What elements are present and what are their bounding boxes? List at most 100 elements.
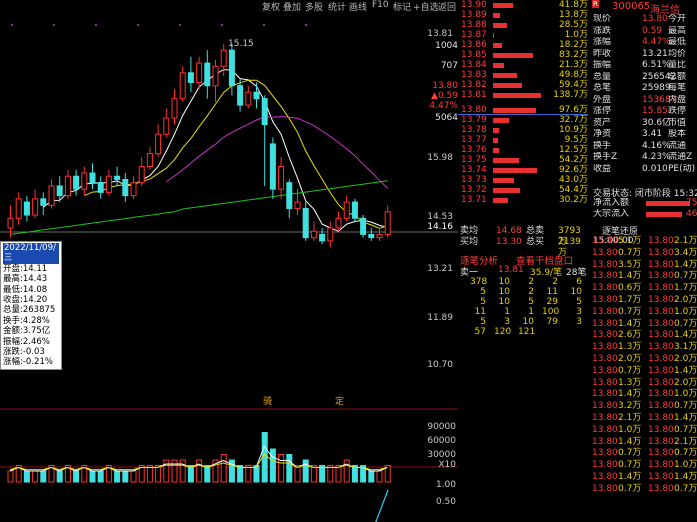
tape-price: 13.80 [648,483,674,494]
tape-volume: 0.6万 [618,283,642,294]
quote-label: 昨收 [593,48,612,59]
tape-price: 13.80 [648,306,674,317]
volume-bar [228,459,235,483]
tape-volume: 0.7万 [674,401,697,412]
zhubi-cell: 5 [576,297,582,307]
order-summary-row: 卖均 14.68 总卖 3793万 [458,226,588,247]
tooltip-line: 金额:3.75亿 [3,326,51,337]
quote-value: 13.80 [642,14,668,24]
quote-label: 涨跌 [593,25,612,36]
toolbar-button-5[interactable]: F10 [372,0,389,10]
quote-label: 涨停 [593,106,612,116]
candle [245,91,252,106]
tape-volume: 0.7万 [618,247,642,258]
quote-value: 0.010 [642,163,668,174]
volume-bar [130,470,137,483]
netflow-bar [646,212,682,217]
summary-value: 3793万 [558,226,581,247]
volume-bar [179,459,186,483]
toolbar-button-4[interactable]: 画线 [349,3,368,13]
candle [40,198,47,206]
quote-row: 收益 0.010 PE(动) [590,164,697,175]
order-price: 13.90 [461,0,487,10]
order-volume-bar [493,13,500,18]
kline-chart[interactable]: 15.15 骑 定 [0,12,458,522]
quote-label: 现价 [593,14,612,24]
toolbar-button-3[interactable]: 统计 [328,3,347,13]
tape-volume: 0.7万 [618,365,642,376]
zhubi-title: 逐笔分析 [460,256,499,267]
tooltip-line: 振幅:2.46% [3,336,50,347]
zhubi-header: 卖一 [460,268,479,278]
tape-volume: 0.7万 [618,460,642,471]
ask-row: 13.84 21.3万 [458,60,588,71]
tape-price: 13.80 [648,401,674,412]
tape-volume: 3.4万 [674,247,697,258]
zhubi-cell: 5 [480,297,486,307]
tape-price: 13.80 [648,236,674,246]
order-price: 13.80 [461,105,487,115]
tape-volume: 0.7万 [674,483,697,494]
trade-status: 交易状态: 闭市阶段 15:32:1 [593,189,697,199]
tape-volume: 3.2万 [618,401,642,412]
vol-ma-line [9,453,388,471]
tape-volume: 1.4万 [618,271,642,282]
tape-volume: 0.7万 [618,483,642,494]
quote-row: 总量 256542 总额 [590,72,697,83]
toolbar-button-7[interactable]: +自选 [413,3,439,13]
quote-label-2: 跌停 [668,106,687,116]
toolbar-button-6[interactable]: 标记 [393,3,412,13]
volume-axis-label: 60000 [427,436,456,446]
candle [155,133,162,155]
tape-volume: 0.7万 [674,271,697,282]
quote-label: 净资 [593,129,612,139]
zhubi-cell: 2 [528,277,534,287]
price-axis-label: 10.70 [427,360,453,370]
candle [48,185,55,206]
tooltip-line: 涨跌:-0.03 [3,347,45,358]
tape-price: 13.80 [592,460,618,471]
zhubi-cell: 6 [576,277,582,287]
order-volume: 12.5万 [558,145,588,155]
candle [122,178,129,197]
toolbar-button-2[interactable]: 多股 [305,3,324,13]
order-volume-bar [493,83,522,88]
tape-volume: 2.1万 [674,236,697,246]
toolbar-button-0[interactable]: 复权 [262,3,281,13]
tape-volume: 1.0万 [674,306,697,317]
volume-bar [15,465,22,483]
signal-marker: 骑 [263,395,272,407]
quote-label: 收益 [593,163,612,174]
quote-label: 资产 [593,117,612,128]
order-volume-bar [493,158,519,163]
candle [81,172,88,190]
tape-price: 13.80 [648,389,674,400]
toolbar-button-8[interactable]: 返回 [438,3,457,13]
quote-label-2: 每笔 [668,83,687,93]
tape-price: 13.80 [592,236,618,246]
order-volume-bar [493,188,520,193]
volume-bar [32,470,39,483]
tape-volume: 0.7万 [674,318,697,329]
ask-row: 13.88 28.5万 [458,20,588,31]
zhubi-cell: 29 [546,297,558,307]
netflow-label: 大宗流入 [593,209,630,219]
marker-dot [53,24,55,26]
volume-bar [64,465,71,483]
toolbar-button-1[interactable]: 叠加 [283,3,302,13]
bid-row: 13.75 54.2万 [458,155,588,166]
netflow-row: 净流入额 75 [590,198,697,209]
order-price: 13.71 [461,195,487,205]
candle [319,233,326,242]
summary-label: 总卖 [526,226,545,236]
tooltip-line: 总量:263875 [3,305,56,316]
candle [294,201,301,210]
tape-volume: 1.4万 [674,259,697,270]
indicator-axis-label: 0.50 [435,497,456,507]
candle [237,85,244,106]
order-volume-bar [493,43,502,48]
qianda-link[interactable]: 查看千档盘口 [516,256,574,267]
volume-bar [171,459,178,483]
volume-bar [81,465,88,483]
order-volume-bar [493,168,537,173]
